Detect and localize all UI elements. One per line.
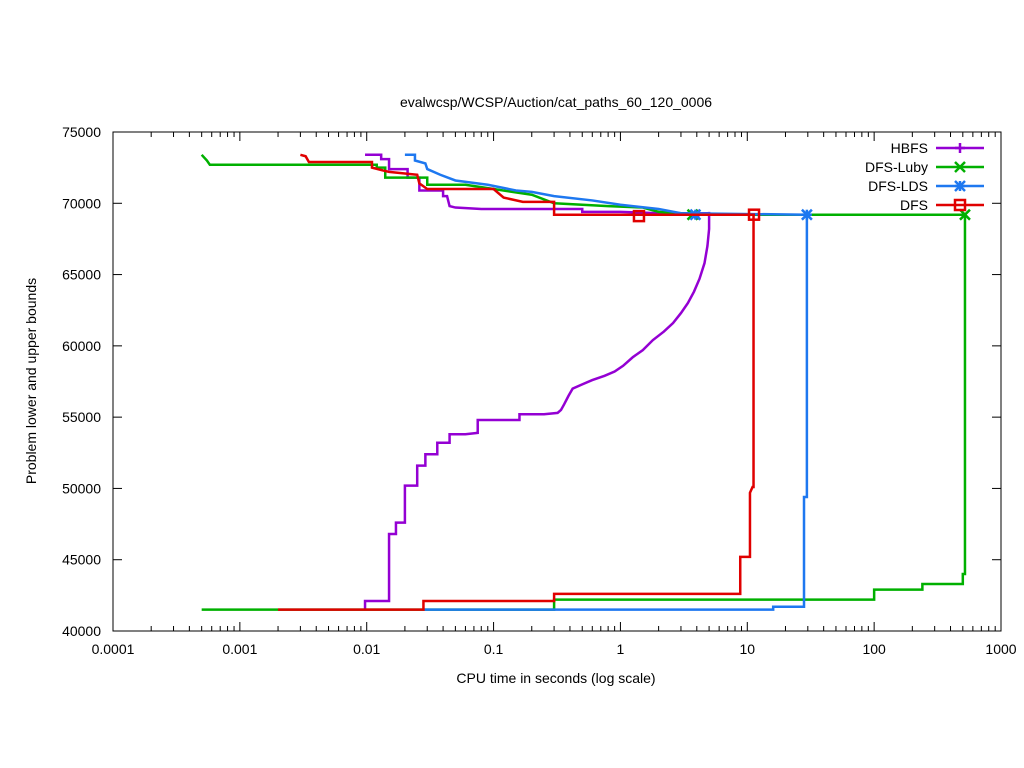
axes: 0.0001 0.001 0.01 0.1 1 10 100 1000 40000 45000 50… (62, 124, 1017, 657)
series-marker-dfs (632, 209, 646, 223)
legend: HBFS DFS-Luby DFS-LDS DFS (865, 140, 984, 213)
legend-entry-hbfs: HBFS (891, 140, 984, 156)
x-tick-label: 10 (739, 641, 755, 657)
y-tick-label: 40000 (62, 623, 101, 639)
legend-entry-dfs-lds: DFS-LDS (868, 178, 984, 194)
series-dfs-luby (200, 153, 971, 611)
legend-label: DFS-LDS (868, 178, 928, 194)
y-tick-label: 55000 (62, 409, 101, 425)
plot-area (200, 153, 971, 611)
series-marker-dfs (747, 208, 761, 221)
legend-label: DFS-Luby (865, 159, 928, 175)
x-tick-label: 0.1 (484, 641, 504, 657)
plot-frame (112, 131, 1002, 632)
chart-title: evalwcsp/WCSP/Auction/cat_paths_60_120_0… (400, 94, 712, 110)
y-axis-label: Problem lower and upper bounds (23, 278, 39, 484)
series-marker-dfs-luby (959, 208, 971, 221)
series-dfs (278, 153, 761, 611)
x-axis-label: CPU time in seconds (log scale) (456, 670, 655, 686)
series-line-hbfs-lower (363, 211, 711, 610)
x-tick-label: 1000 (985, 641, 1016, 657)
y-tick-label: 60000 (62, 338, 101, 354)
legend-label: DFS (900, 197, 928, 213)
series-line-hbfs-upper (365, 153, 708, 215)
x-tick-label: 0.0001 (92, 641, 135, 657)
legend-marker (954, 180, 966, 192)
legend-entry-dfs-luby: DFS-Luby (865, 159, 984, 175)
series-line-dfs-upper (300, 153, 755, 216)
x-tick-label: 0.01 (353, 641, 380, 657)
series-line-dfs-lower (278, 214, 755, 611)
y-tick-label: 65000 (62, 267, 101, 283)
legend-marker (954, 161, 966, 173)
series-marker-dfs-lds (801, 208, 813, 221)
legend-marker (953, 198, 967, 212)
series-line-dfs-luby-upper (200, 153, 965, 216)
legend-label: HBFS (891, 140, 928, 156)
y-tick-label: 50000 (62, 480, 101, 496)
x-tick-label: 100 (862, 641, 886, 657)
y-tick-label: 45000 (62, 552, 101, 568)
y-tick-label: 70000 (62, 195, 101, 211)
series-line-dfs-luby-lower (201, 214, 967, 611)
series-line-dfs-lds-lower (423, 214, 809, 611)
x-tick-label: 1 (617, 641, 625, 657)
legend-entry-dfs: DFS (900, 197, 984, 213)
y-tick-label: 75000 (62, 124, 101, 140)
x-tick-label: 0.001 (222, 641, 257, 657)
legend-marker (955, 143, 965, 153)
series-line-dfs-lds-upper (404, 153, 808, 216)
